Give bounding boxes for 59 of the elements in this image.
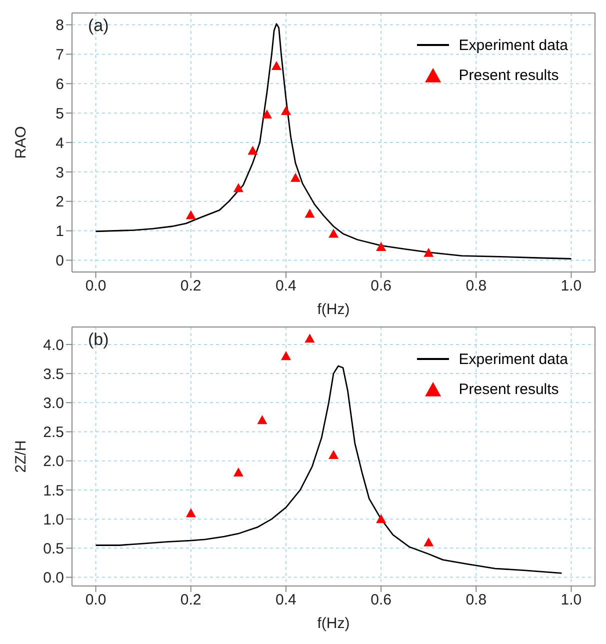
y-axis-title: 2Z/H (12, 440, 30, 473)
x-tick-label: 0.8 (466, 278, 487, 295)
x-tick-label: 1.0 (560, 278, 582, 295)
point (186, 508, 196, 518)
x-tick-label: 0.6 (370, 278, 392, 295)
point (376, 514, 386, 524)
y-tick-label: 5 (56, 105, 64, 122)
point (328, 450, 338, 460)
legend-label: Experiment data (458, 36, 568, 54)
x-tick-label: 0.6 (370, 592, 392, 609)
point (186, 210, 196, 220)
point (328, 228, 338, 238)
annotation: (a) (88, 16, 109, 36)
y-tick-label: 4 (56, 134, 64, 152)
y-tick-label: 1.5 (43, 482, 64, 500)
point (280, 351, 291, 360)
point (257, 415, 268, 424)
annotation: (b) (88, 330, 109, 350)
x-tick-label: 0.0 (85, 592, 106, 609)
x-tick-label: 0.4 (276, 278, 296, 295)
point (280, 106, 291, 116)
point (262, 110, 272, 119)
y-axis-title: RAO (12, 126, 30, 159)
x-axis-title: f(Hz) (317, 301, 350, 318)
point (376, 242, 386, 251)
point (271, 60, 282, 70)
point (424, 248, 434, 257)
point (290, 172, 300, 182)
y-tick-label: 2 (56, 194, 64, 211)
y-tick-label: 2.0 (43, 453, 64, 470)
y-tick-label: 6 (56, 76, 64, 93)
x-tick-label: 0.8 (466, 592, 487, 609)
point (304, 334, 315, 343)
y-tick-label: 3 (56, 164, 64, 182)
y-tick-label: 0.5 (43, 540, 64, 558)
point (424, 537, 434, 546)
y-tick-label: 8 (56, 17, 64, 34)
y-tick-label: 0.0 (43, 570, 64, 587)
legend-label: Experiment data (458, 350, 568, 368)
x-tick-label: 0.2 (180, 592, 202, 609)
y-tick-label: 7 (56, 46, 64, 64)
x-tick-label: 0.0 (85, 278, 106, 295)
point (304, 208, 315, 218)
y-tick-label: 0 (56, 252, 64, 270)
y-tick-label: 1 (56, 223, 64, 240)
legend-label: Present results (458, 380, 559, 398)
x-tick-label: 0.2 (180, 278, 202, 295)
y-tick-label: 2.5 (43, 424, 64, 442)
x-tick-label: 1.0 (560, 592, 582, 609)
x-tick-label: 0.4 (276, 592, 296, 609)
y-tick-label: 4.0 (43, 336, 64, 354)
x-axis-title: f(Hz) (317, 615, 350, 632)
y-tick-label: 3.0 (43, 394, 64, 412)
legend-label: Present results (458, 66, 559, 84)
y-tick-label: 1.0 (43, 511, 64, 528)
point (233, 468, 244, 477)
point (248, 146, 258, 155)
y-tick-label: 3.5 (43, 366, 64, 383)
point (233, 183, 244, 192)
